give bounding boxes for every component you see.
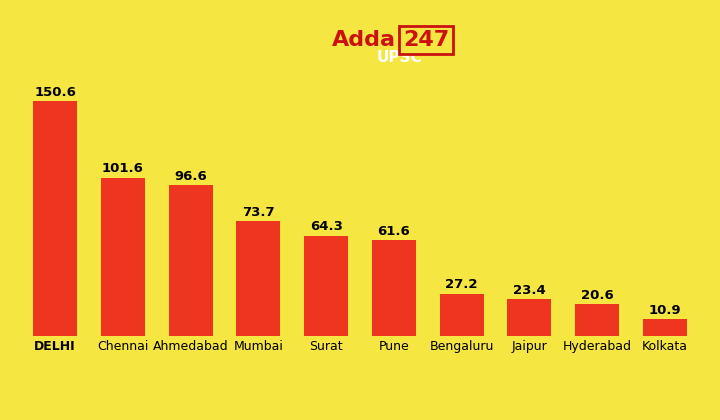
Bar xyxy=(643,319,687,336)
Bar xyxy=(575,304,619,336)
Text: 150.6: 150.6 xyxy=(34,86,76,99)
Bar xyxy=(508,299,552,336)
Bar xyxy=(304,236,348,336)
Text: 10.9: 10.9 xyxy=(649,304,681,317)
Bar xyxy=(372,240,416,336)
Bar xyxy=(101,178,145,336)
Bar xyxy=(168,185,212,336)
Text: Adda: Adda xyxy=(332,30,396,50)
Text: 247: 247 xyxy=(403,30,449,50)
Text: Latest Crime Rate Report of India 2023: Latest Crime Rate Report of India 2023 xyxy=(53,380,667,407)
Bar xyxy=(33,101,77,336)
Text: 61.6: 61.6 xyxy=(377,225,410,238)
Text: UPSC: UPSC xyxy=(377,50,423,65)
Text: 73.7: 73.7 xyxy=(242,206,274,219)
Text: 96.6: 96.6 xyxy=(174,170,207,183)
Text: 101.6: 101.6 xyxy=(102,162,144,175)
Bar xyxy=(440,294,484,336)
Bar xyxy=(236,221,280,336)
Text: 27.2: 27.2 xyxy=(446,278,478,291)
Text: 20.6: 20.6 xyxy=(581,289,613,302)
Text: 23.4: 23.4 xyxy=(513,284,546,297)
Text: 64.3: 64.3 xyxy=(310,220,343,234)
